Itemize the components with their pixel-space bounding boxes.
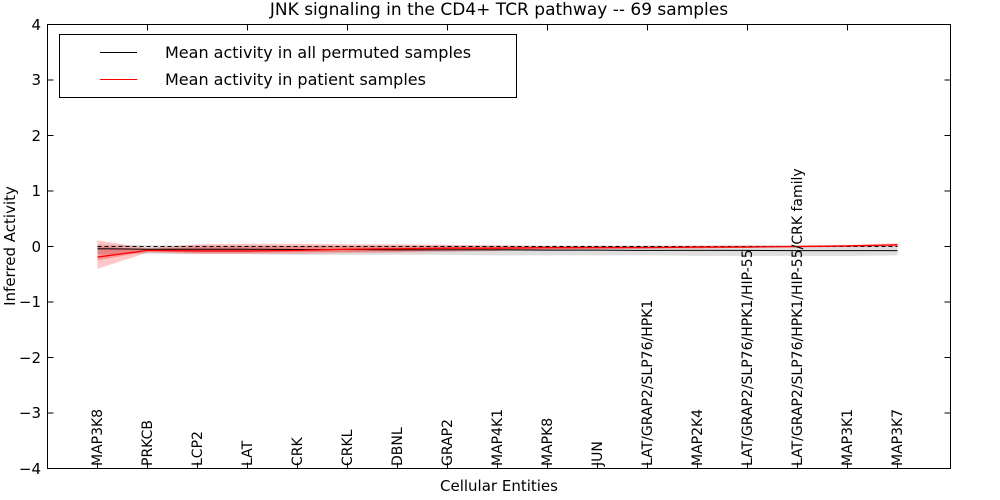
- x-tick-label: CRKL: [339, 429, 356, 466]
- x-tick-label: MAP3K8: [89, 408, 106, 466]
- x-tick-label: LCP2: [189, 431, 206, 466]
- x-tick-label: MAPK8: [539, 417, 556, 466]
- y-tick-label: 0: [31, 237, 41, 256]
- x-tick-label: LAT: [239, 440, 256, 466]
- y-tick-label: 1: [31, 182, 41, 200]
- x-tick-label: MAP3K7: [889, 408, 906, 466]
- x-tick-label: MAP3K1: [839, 408, 856, 466]
- x-tick-label: MAP2K4: [689, 408, 706, 466]
- x-tick-label: LAT/GRAP2/SLP76/HPK1/HIP-55: [739, 249, 756, 466]
- permuted-mean-line: [97, 248, 898, 252]
- x-axis-label: Cellular Entities: [440, 477, 558, 495]
- x-tick-label: LAT/GRAP2/SLP76/HPK1/HIP-55/CRK family: [789, 168, 806, 466]
- y-tick-label: −4: [18, 459, 41, 478]
- chart-title: JNK signaling in the CD4+ TCR pathway --…: [269, 0, 729, 20]
- black-line-swatch: [100, 52, 137, 53]
- x-tick-label: DBNL: [389, 427, 406, 466]
- y-tick-label: 3: [31, 71, 41, 89]
- x-tick-label: CRK: [289, 437, 306, 466]
- y-tick-label: −2: [18, 348, 41, 367]
- legend-label-permuted: Mean activity in all permuted samples: [165, 43, 472, 62]
- patient-samples-range-inner-band: [97, 244, 898, 261]
- legend: Mean activity in all permuted samples Me…: [59, 34, 517, 98]
- y-tick-label: −3: [18, 404, 41, 422]
- x-tick-label: LAT/GRAP2/SLP76/HPK1: [639, 299, 656, 466]
- y-tick-label: 4: [31, 15, 41, 34]
- x-tick-label: PRKCB: [139, 420, 156, 466]
- legend-label-patient: Mean activity in patient samples: [165, 70, 426, 89]
- legend-item-permuted: Mean activity in all permuted samples: [60, 39, 516, 66]
- x-tick-label: JUN: [589, 441, 606, 466]
- x-tick-label: GRAP2: [439, 419, 456, 466]
- patient-mean-line: [97, 244, 898, 258]
- red-line-swatch: [100, 79, 137, 80]
- legend-item-patient: Mean activity in patient samples: [60, 66, 516, 93]
- y-tick-label: −1: [18, 293, 41, 311]
- y-tick-label: 2: [31, 126, 41, 145]
- x-tick-label: MAP4K1: [489, 408, 506, 466]
